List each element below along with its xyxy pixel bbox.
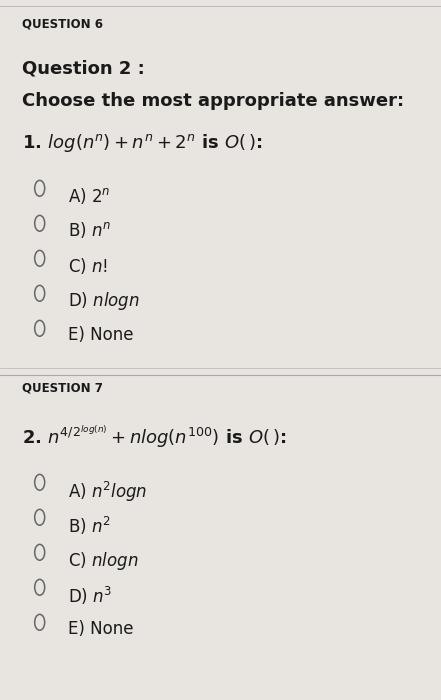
Text: Choose the most appropriate answer:: Choose the most appropriate answer: [22, 92, 404, 111]
Text: 1. $\mathit{log(n^{n}) + n^{n} + 2^{n}}$ is $O(\,)$:: 1. $\mathit{log(n^{n}) + n^{n} + 2^{n}}$… [22, 132, 262, 153]
Text: E) None: E) None [68, 620, 134, 638]
Text: B) $n^{2}$: B) $n^{2}$ [68, 514, 111, 537]
Text: QUESTION 6: QUESTION 6 [22, 18, 103, 31]
Text: E) None: E) None [68, 326, 134, 344]
Text: D) $nlogn$: D) $nlogn$ [68, 290, 140, 312]
Text: C) $n!$: C) $n!$ [68, 256, 108, 276]
Text: D) $n^{3}$: D) $n^{3}$ [68, 584, 113, 607]
Text: Question 2 :: Question 2 : [22, 60, 145, 78]
Text: B) $n^{n}$: B) $n^{n}$ [68, 220, 112, 241]
Text: QUESTION 7: QUESTION 7 [22, 382, 103, 395]
Text: 2. $n^{4/2^{log(n)}} + nlog(n^{100})$ is $O(\,)$:: 2. $n^{4/2^{log(n)}} + nlog(n^{100})$ is… [22, 424, 287, 451]
Text: C) $nlogn$: C) $nlogn$ [68, 550, 139, 571]
Text: A) $n^{2}logn$: A) $n^{2}logn$ [68, 480, 147, 503]
Text: A) $2^{n}$: A) $2^{n}$ [68, 186, 111, 206]
